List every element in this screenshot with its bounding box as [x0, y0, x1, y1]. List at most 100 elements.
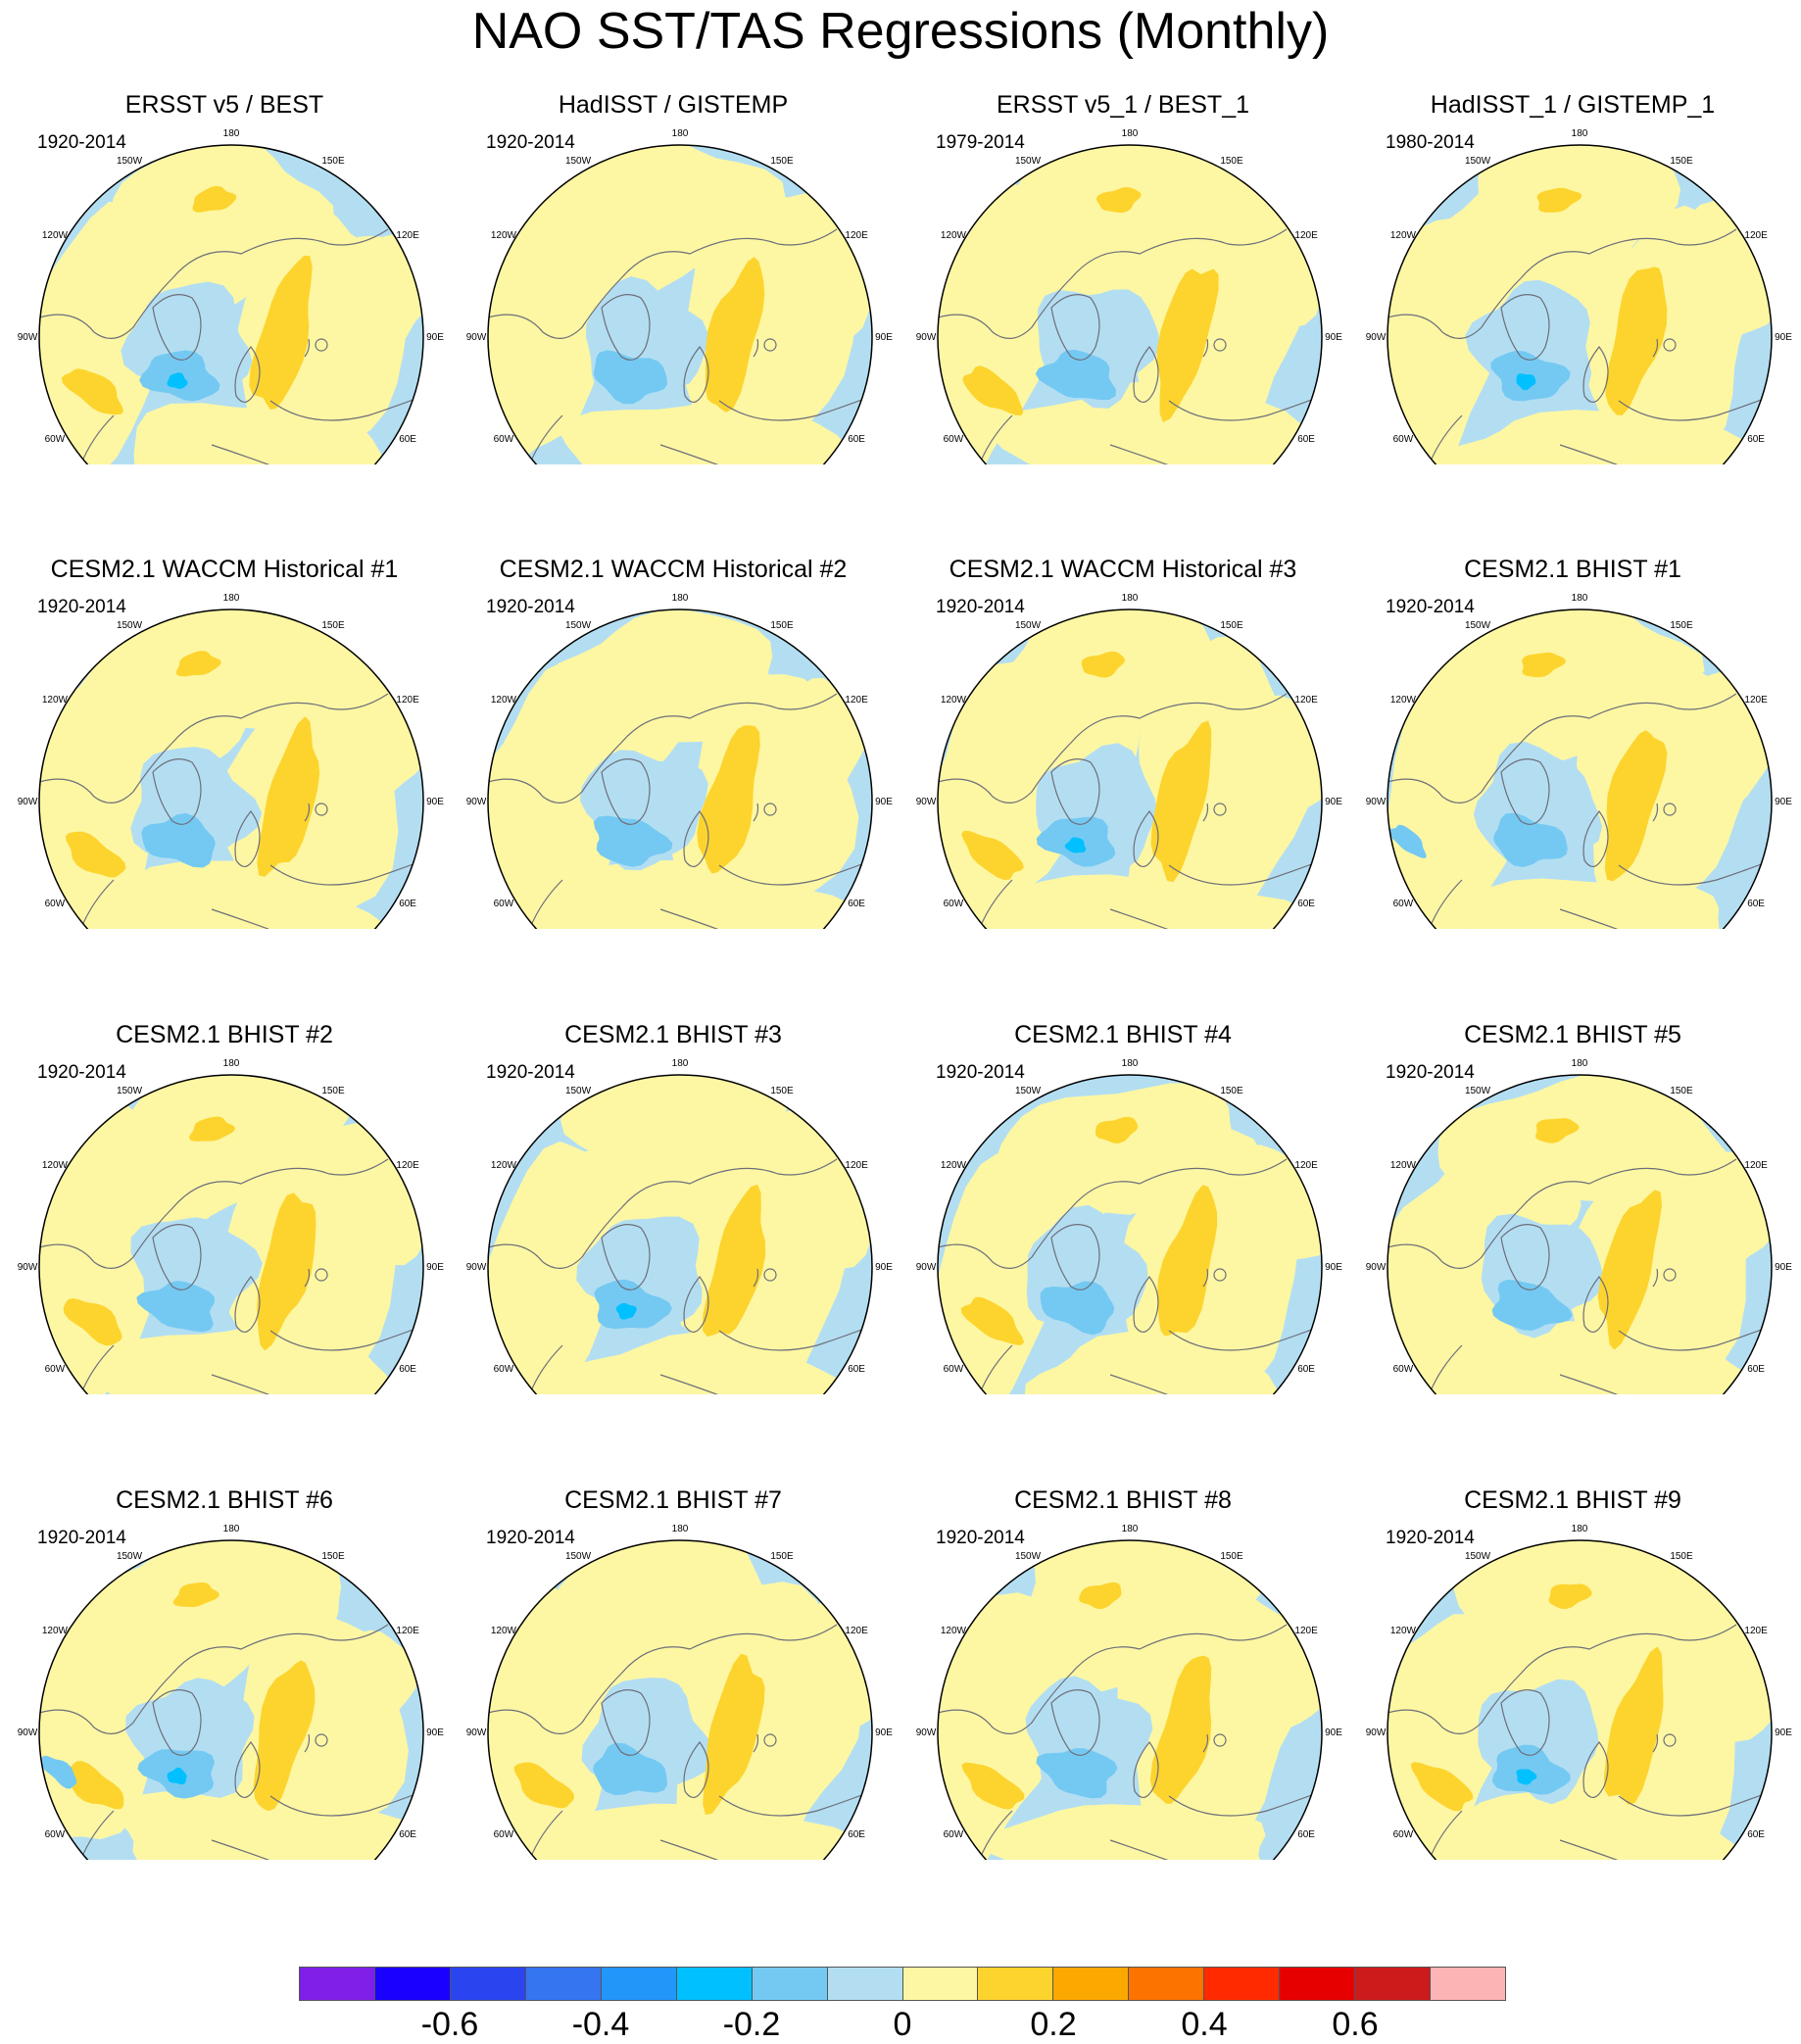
polar-map: 180150E120E90E60E30E030W60W90W120W150W [18, 593, 444, 929]
positive-core [703, 1184, 766, 1338]
longitude-label: 90W [466, 332, 487, 343]
colorbar-tick-label: 0.2 [1030, 2006, 1077, 2043]
negative-core [1036, 1748, 1118, 1799]
longitude-label: 150E [770, 1086, 794, 1096]
longitude-label: 150E [770, 620, 794, 631]
longitude-label: 150W [1015, 1551, 1042, 1562]
positive-region [766, 678, 870, 823]
contour-field [938, 145, 1322, 464]
longitude-label: 90E [1775, 797, 1792, 807]
panel-period: 1920-2014 [37, 1062, 126, 1083]
positive-core [1548, 1583, 1592, 1610]
panel-title: ERSST v5_1 / BEST_1 [997, 91, 1249, 119]
panel-title: CESM2.1 BHIST #3 [564, 1021, 782, 1048]
colorbar-box [827, 1968, 903, 2000]
longitude-label: 150W [1015, 156, 1042, 167]
longitude-label: 180 [223, 1524, 240, 1534]
longitude-label: 60E [399, 899, 416, 909]
longitude-label: 60W [494, 1364, 514, 1375]
longitude-label: 90W [1366, 1262, 1387, 1273]
longitude-label: 120W [1390, 1626, 1417, 1636]
map-panel: CESM2.1 BHIST #3 1920-2014 180 150E 120E 90E 6… [449, 930, 898, 1394]
positive-region [102, 1323, 393, 1394]
positive-core [1522, 652, 1566, 678]
colorbar-box [450, 1968, 526, 2000]
negative-peak [1064, 837, 1087, 853]
longitude-label: 180 [1122, 1524, 1139, 1534]
longitude-label: 150W [565, 1551, 592, 1562]
longitude-label: 120W [491, 1160, 517, 1171]
negative-peak [167, 1767, 187, 1785]
positive-region [101, 860, 389, 929]
panel-title: HadISST_1 / GISTEMP_1 [1430, 91, 1716, 119]
negative-core [41, 1755, 77, 1789]
negative-core [593, 815, 673, 867]
contour-field [1387, 145, 1772, 464]
longitude-label: 90E [875, 797, 893, 807]
longitude-label: 90W [1366, 797, 1387, 807]
longitude-label: 120E [845, 695, 868, 706]
longitude-label: 60W [944, 1829, 964, 1840]
longitude-label: 60E [1747, 434, 1765, 445]
map-boundary [937, 144, 1323, 464]
longitude-label: 150W [117, 1551, 143, 1562]
map-boundary [487, 608, 873, 929]
longitude-label: 180 [1122, 1058, 1139, 1069]
longitude-label: 150E [1220, 1551, 1243, 1562]
polar-map: 180150E120E90E60E30E030W60W90W120W150W [466, 593, 893, 929]
positive-core [175, 651, 221, 677]
longitude-label: 150E [770, 1551, 794, 1562]
coastlines [938, 693, 1322, 929]
longitude-label: 60W [1393, 1364, 1414, 1375]
map-boundary [38, 1074, 424, 1394]
negative-core [1387, 824, 1427, 858]
positive-core [1156, 268, 1219, 422]
positive-core [961, 1762, 1025, 1810]
longitude-label: 90E [426, 1728, 444, 1738]
polar-map: 180150E120E90E60E30E030W60W90W120W150W [18, 1524, 444, 1860]
longitude-label: 90W [1366, 1728, 1387, 1738]
longitude-label: 150W [1465, 156, 1491, 167]
positive-region [525, 667, 696, 787]
positive-region [542, 212, 706, 316]
longitude-label: 90E [1325, 332, 1342, 343]
longitude-label: 90W [916, 1262, 937, 1273]
contour-field [39, 1075, 423, 1394]
longitude-label: 150E [321, 156, 345, 167]
coastlines [488, 228, 872, 464]
positive-region [1447, 211, 1620, 333]
map-panel: CESM2.1 BHIST #5 1920-2014 180 150E 120E 90E 6… [1348, 930, 1797, 1394]
longitude-label: 180 [1122, 593, 1139, 604]
negative-core [141, 812, 216, 868]
longitude-label: 150W [565, 156, 592, 167]
positive-core [1150, 720, 1212, 883]
longitude-label: 120E [1744, 1160, 1768, 1171]
colorbar-tick-label: 0.6 [1332, 2006, 1379, 2043]
contour-field [938, 609, 1322, 929]
map-boundary [1387, 1539, 1773, 1860]
longitude-label: 120W [491, 695, 517, 706]
longitude-label: 120W [941, 1160, 967, 1171]
coastlines [938, 1624, 1322, 1860]
positive-core [961, 830, 1024, 881]
panel-period: 1920-2014 [936, 1062, 1025, 1083]
colorbar-box [374, 1968, 451, 2000]
negative-core [1491, 1744, 1571, 1795]
positive-core [66, 831, 126, 878]
colorbar-box [676, 1968, 753, 2000]
panel-period: 1920-2014 [1386, 1528, 1475, 1548]
map-boundary [487, 1074, 873, 1394]
longitude-label: 90E [1775, 332, 1792, 343]
longitude-label: 90E [426, 797, 444, 807]
longitude-label: 60E [1297, 1829, 1315, 1840]
map-boundary [937, 1539, 1323, 1860]
longitude-label: 60E [1747, 1364, 1765, 1375]
longitude-label: 180 [672, 128, 689, 139]
longitude-label: 60E [1747, 899, 1765, 909]
colorbar-box [752, 1968, 828, 2000]
map-panel: CESM2.1 WACCM Historical #3 1920-2014 180 1… [899, 464, 1347, 929]
map-panel: CESM2.1 BHIST #9 1920-2014 180 150E 120E 90E 6… [1348, 1395, 1797, 1860]
negative-core [594, 1279, 672, 1330]
longitude-label: 180 [1572, 1058, 1588, 1069]
panel-title: ERSST v5 / BEST [124, 91, 324, 119]
